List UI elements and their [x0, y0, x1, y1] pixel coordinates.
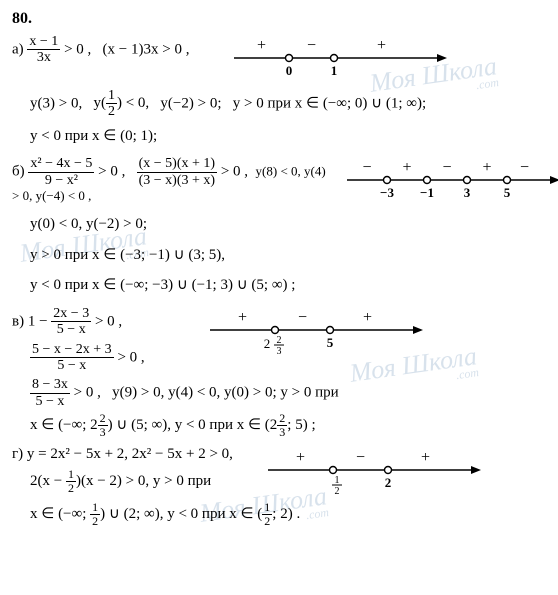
- tests-b2: y(0) < 0, y(−2) > 0;: [30, 210, 546, 239]
- test-a3: y(−2) > 0;: [160, 95, 221, 111]
- pos-d-mid: ) ∪ (2; ∞), y < 0 при x ∈ (: [100, 506, 262, 522]
- problem-number: 80.: [12, 10, 546, 28]
- pos-c-end: ; 5) ;: [287, 417, 315, 433]
- svg-text:−: −: [520, 159, 529, 176]
- pos-c-mid: ) ∪ (5; ∞), y < 0 при x ∈ (2: [108, 417, 278, 433]
- part-label-a: а): [12, 41, 24, 57]
- part-label-c: в): [12, 313, 24, 329]
- rel-c1: > 0 ,: [91, 313, 122, 329]
- part-c: в) 1 − 2x − 3 5 − x > 0 , 5 − x − 2x + 3…: [12, 306, 546, 440]
- svg-text:2: 2: [385, 475, 392, 490]
- svg-text:+: +: [377, 37, 386, 54]
- svg-text:+: +: [257, 37, 266, 54]
- svg-text:−3: −3: [380, 185, 394, 200]
- svg-text:5: 5: [326, 335, 333, 350]
- rel-a1: > 0 ,: [60, 41, 91, 57]
- eq-d1: y = 2x² − 5x + 2, 2x² − 5x + 2 > 0,: [27, 446, 233, 462]
- svg-text:+: +: [402, 159, 411, 176]
- svg-text:2: 2: [263, 336, 270, 351]
- svg-text:1: 1: [334, 475, 339, 486]
- rel-c3: > 0 ,: [70, 385, 101, 401]
- svg-text:−: −: [362, 159, 371, 176]
- svg-text:3: 3: [464, 185, 471, 200]
- svg-text:+: +: [363, 309, 372, 326]
- test-a1: y(3) > 0,: [30, 95, 82, 111]
- part-a: а) x − 1 3x > 0 , (x − 1)3x > 0 , +−+01 …: [12, 34, 546, 150]
- frac-b2: (x − 5)(x + 1) (3 − x)(3 + x): [137, 156, 217, 188]
- test-a2: y(12) < 0,: [93, 95, 149, 111]
- pos-c-pre: x ∈ (−∞; 2: [30, 417, 98, 433]
- numberline-a: + − +0 1: [229, 34, 449, 86]
- svg-text:−1: −1: [420, 185, 434, 200]
- svg-text:2: 2: [334, 486, 339, 497]
- pos-d-end: ; 2) .: [272, 506, 300, 522]
- frac-c1: 2x − 3 5 − x: [51, 306, 91, 338]
- neg-a: y < 0 при x ∈ (0; 1);: [30, 122, 546, 151]
- svg-text:+: +: [238, 309, 247, 326]
- eq-d2-pre: 2(x −: [30, 473, 66, 489]
- svg-text:−: −: [356, 449, 365, 466]
- part-b: б) x² − 4x − 5 9 − x² > 0 , (x − 5)(x + …: [12, 156, 546, 300]
- pos-d-pre: x ∈ (−∞;: [30, 506, 90, 522]
- pos-b: y > 0 при x ∈ (−3; −1) ∪ (3; 5),: [30, 241, 546, 270]
- rel-b2: > 0 ,: [217, 164, 248, 180]
- neg-b: y < 0 при x ∈ (−∞; −3) ∪ (−1; 3) ∪ (5; ∞…: [30, 271, 546, 300]
- rel-c2: > 0 ,: [114, 349, 145, 365]
- svg-text:3: 3: [276, 346, 281, 357]
- frac-a1: x − 1 3x: [27, 34, 60, 66]
- svg-text:2: 2: [276, 335, 281, 346]
- frac-c3: 8 − 3x 5 − x: [30, 377, 70, 409]
- alt-a1: (x − 1)3x > 0 ,: [103, 41, 190, 57]
- svg-text:−: −: [307, 37, 316, 54]
- svg-text:5: 5: [504, 185, 511, 200]
- svg-text:+: +: [296, 449, 305, 466]
- svg-text:+: +: [482, 159, 491, 176]
- part-d: г) y = 2x² − 5x + 2, 2x² − 5x + 2 > 0, 2…: [12, 446, 546, 529]
- part-label-d: г): [12, 446, 23, 462]
- svg-text:+: +: [421, 449, 430, 466]
- numberline-d: +−+122: [263, 446, 483, 498]
- pre-c1: 1 −: [28, 313, 51, 329]
- svg-text:−: −: [298, 309, 307, 326]
- numberline-c: + − +223 5: [205, 306, 425, 358]
- frac-c2: 5 − x − 2x + 3 5 − x: [30, 342, 114, 374]
- rel-b1: > 0 ,: [94, 164, 125, 180]
- frac-b1: x² − 4x − 5 9 − x²: [28, 156, 94, 188]
- eq-d2-post: )(x − 2) > 0, y > 0 при: [76, 473, 211, 489]
- svg-text:−: −: [442, 159, 451, 176]
- numberline-b: −+−+−−3−135: [342, 156, 558, 208]
- tests-c: y(9) > 0, y(4) < 0, y(0) > 0; y > 0 при: [112, 385, 339, 401]
- svg-text:0: 0: [286, 63, 293, 78]
- pos-a: y > 0 при x ∈ (−∞; 0) ∪ (1; ∞);: [233, 95, 426, 111]
- svg-text:1: 1: [331, 63, 338, 78]
- part-label-b: б): [12, 164, 25, 180]
